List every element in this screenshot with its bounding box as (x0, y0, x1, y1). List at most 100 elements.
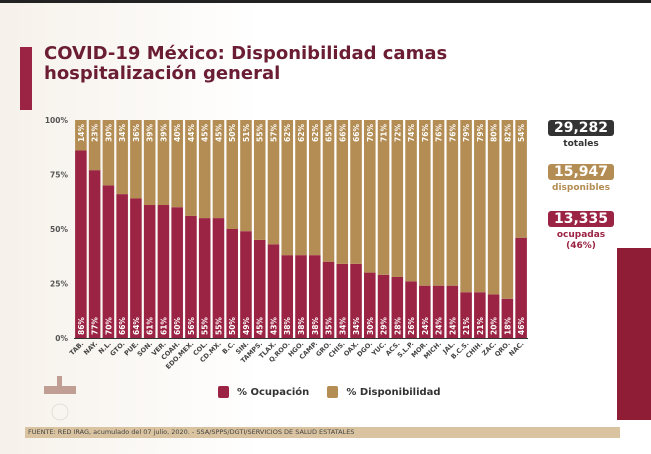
bar-occupation (364, 272, 376, 338)
bar-occupation (295, 255, 307, 338)
occupied-value: 13,335 (548, 211, 614, 227)
data-label-occupation: 20% (490, 317, 499, 335)
bar-occupation (226, 229, 238, 338)
data-label-availability: 72% (393, 124, 402, 142)
data-label-availability: 36% (132, 124, 141, 142)
data-label-occupation: 49% (242, 317, 251, 335)
legend-label-occupation: % Ocupación (237, 387, 310, 398)
data-label-availability: 57% (269, 124, 278, 142)
bar-availability (185, 120, 197, 216)
bar-occupation (350, 263, 362, 338)
bar-availability (130, 120, 142, 199)
bar-availability (226, 120, 238, 229)
bar-occupation (143, 205, 156, 338)
bar-availability (171, 120, 183, 208)
legend-availability: % Disponibilidad (327, 386, 441, 398)
data-label-occupation: 64% (132, 317, 141, 335)
bar-occupation (88, 170, 101, 338)
data-label-occupation: 46% (517, 317, 526, 335)
total-value: 29,282 (548, 120, 614, 136)
data-label-occupation: 24% (435, 317, 444, 335)
data-label-availability: 23% (91, 124, 100, 142)
stat-available: 15,947 disponibles (548, 164, 614, 194)
data-label-occupation: 38% (283, 317, 292, 335)
data-label-availability: 45% (201, 124, 210, 142)
data-label-occupation: 26% (407, 317, 416, 335)
x-tick-label: NAY. (82, 340, 99, 357)
stat-total: 29,282 totales (548, 120, 614, 150)
x-tick-label: SON. (136, 340, 154, 358)
y-tick-label: 0% (55, 334, 68, 343)
data-label-occupation: 66% (118, 317, 127, 335)
bar-occupation (501, 298, 514, 338)
bar-availability (88, 120, 101, 171)
bar-occupation (322, 261, 335, 338)
bar-occupation (130, 198, 142, 338)
x-tick-label: YUC. (369, 340, 388, 359)
data-label-availability: 45% (214, 124, 223, 142)
bar-availability (253, 120, 266, 240)
page-title: COVID-19 México: Disponibilidad camas ho… (44, 43, 448, 84)
x-tick-label: DGO. (355, 340, 374, 359)
window-top-border (0, 0, 651, 3)
data-label-availability: 62% (297, 124, 306, 142)
bar-availability (212, 120, 225, 219)
data-label-availability: 76% (448, 124, 457, 142)
data-label-occupation: 21% (462, 317, 471, 335)
bar-occupation (487, 294, 500, 338)
bar-availability (143, 120, 156, 206)
bar-availability (102, 120, 115, 186)
bar-occupation (474, 292, 486, 338)
data-label-occupation: 38% (311, 317, 320, 335)
data-label-availability: 40% (173, 124, 182, 142)
right-decor-block (617, 248, 651, 420)
data-label-availability: 14% (77, 124, 86, 142)
total-label: totales (563, 139, 599, 149)
bar-occupation (157, 205, 170, 338)
legend: % Ocupación % Disponibilidad (218, 386, 441, 398)
bar-availability (432, 120, 445, 286)
bar-availability (419, 120, 431, 286)
bar-availability (267, 120, 280, 245)
data-label-availability: 79% (476, 124, 485, 142)
bar-availability (322, 120, 335, 262)
x-tick-label: B.C. (221, 340, 237, 356)
data-label-occupation: 34% (352, 317, 361, 335)
y-tick-label: 50% (50, 225, 68, 234)
bar-occupation (281, 255, 294, 338)
bar-availability (364, 120, 376, 273)
bar-occupation (405, 281, 417, 338)
y-tick-label: 25% (50, 280, 68, 289)
data-label-availability: 79% (462, 124, 471, 142)
x-tick-label: NAC. (507, 340, 525, 358)
bar-availability (75, 120, 87, 151)
data-label-occupation: 77% (91, 317, 100, 335)
bar-occupation (267, 244, 280, 338)
data-label-availability: 55% (256, 124, 265, 142)
x-tick-label: TAB. (68, 340, 85, 357)
bar-availability (377, 120, 390, 275)
available-label: disponibles (552, 183, 610, 193)
bar-occupation (460, 292, 472, 338)
data-label-availability: 44% (187, 124, 196, 142)
data-label-occupation: 50% (228, 317, 237, 335)
bar-occupation (432, 285, 445, 338)
data-label-availability: 62% (283, 124, 292, 142)
bar-occupation (185, 215, 197, 338)
legend-label-availability: % Disponibilidad (346, 387, 441, 398)
y-tick-label: 75% (50, 171, 68, 180)
legend-occupation: % Ocupación (218, 386, 309, 398)
bar-availability (501, 120, 514, 299)
bar-occupation (253, 239, 266, 338)
x-tick-label: QRO. (493, 340, 512, 359)
data-label-occupation: 56% (187, 317, 196, 335)
bar-occupation (419, 285, 431, 338)
data-label-availability: 65% (325, 124, 334, 142)
data-label-availability: 66% (352, 124, 361, 142)
legend-swatch-availability (327, 386, 339, 398)
bar-occupation (75, 150, 87, 338)
data-label-availability: 30% (104, 124, 113, 142)
available-value: 15,947 (548, 164, 614, 180)
data-label-occupation: 18% (503, 317, 512, 335)
